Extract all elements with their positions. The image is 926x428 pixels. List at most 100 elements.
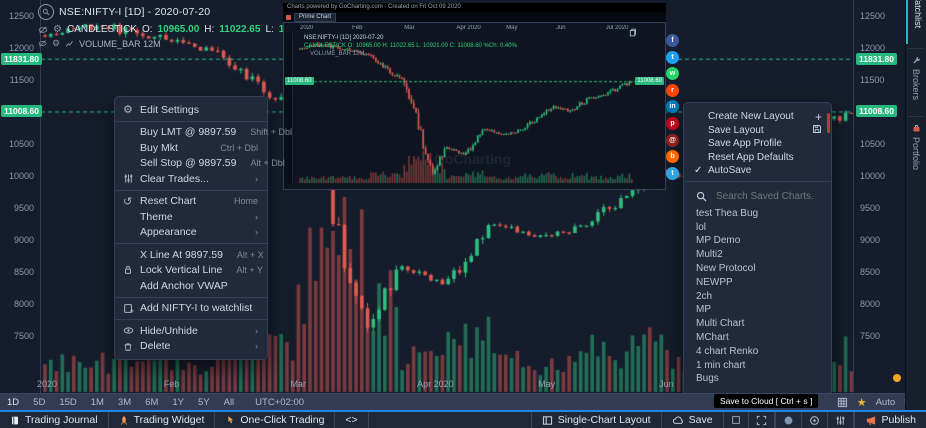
context-menu-item[interactable]: Buy LMT @ 9897.59 Shift + Dbl	[115, 125, 292, 141]
saved-chart-item[interactable]: MP Demo	[684, 234, 831, 248]
saved-chart-name: 4 chart Renko	[696, 345, 759, 357]
layout-menu-item[interactable]: Save App Profile	[684, 137, 831, 151]
layout-menu-item[interactable]: Reset App Defaults	[684, 151, 831, 165]
tab-brokers[interactable]: Brokers	[906, 56, 926, 114]
saved-chart-item[interactable]: New Protocol	[684, 262, 831, 276]
context-menu-item[interactable]: Add Anchor VWAP	[115, 278, 267, 294]
context-menu-item[interactable]: Delete ›	[115, 339, 267, 355]
saved-chart-name: MP	[696, 304, 711, 316]
publish-button[interactable]: Publish	[853, 412, 926, 428]
timeframe-button[interactable]: All	[223, 397, 235, 408]
auto-scale-toggle[interactable]: Auto	[875, 397, 896, 408]
saved-chart-item[interactable]: 2ch	[684, 289, 831, 303]
sliders-icon[interactable]	[828, 412, 854, 428]
saved-charts-search[interactable]	[684, 185, 831, 207]
timeframe-button[interactable]: 5D	[33, 397, 46, 408]
timeframe-button[interactable]: 1Y	[172, 397, 184, 408]
linkedin-share-icon[interactable]: in	[666, 100, 679, 114]
time-tick-label: May	[506, 25, 518, 31]
blogger-share-icon[interactable]: b	[666, 150, 679, 164]
one-click-trading-button[interactable]: One-Click Trading	[215, 412, 336, 428]
trading-widget-button[interactable]: Trading Widget	[109, 412, 216, 428]
context-menu-item[interactable]: ⚙ Edit Settings	[115, 102, 267, 118]
saved-chart-item[interactable]: Bugs	[684, 372, 831, 386]
saved-chart-item[interactable]: 4 chart Renko	[684, 344, 831, 358]
layout-menu-item[interactable]: Create New Layout +	[684, 110, 831, 124]
eye-off-icon[interactable]	[38, 39, 47, 48]
context-menu-item[interactable]: Add NIFTY-I to watchlist	[115, 301, 267, 317]
twitter-share-icon[interactable]: t	[666, 50, 679, 64]
tab-portfolio[interactable]: Portfolio	[906, 124, 926, 188]
facebook-share-icon[interactable]: f	[666, 34, 679, 47]
gear-icon[interactable]: ⚙	[53, 24, 62, 35]
timeframe-button[interactable]: 5Y	[197, 397, 210, 408]
timeframe-button[interactable]: 1D	[7, 397, 20, 408]
watermark: GoCharting	[434, 151, 511, 167]
timeframe-button[interactable]: 1M	[90, 397, 104, 408]
square-icon[interactable]	[724, 412, 749, 428]
scrollbar-thumb[interactable]	[827, 113, 830, 133]
whatsapp-share-icon[interactable]: w	[666, 67, 679, 81]
menu-divider	[115, 319, 267, 320]
context-menu-item[interactable]: Appearance ›	[115, 225, 267, 241]
reset-icon: ↺	[123, 195, 133, 208]
saved-chart-item[interactable]: 1 min chart	[684, 358, 831, 372]
grid-icon[interactable]	[837, 397, 848, 408]
search-input[interactable]	[714, 189, 830, 203]
timeframe-button[interactable]: 3M	[117, 397, 132, 408]
target-icon[interactable]	[802, 412, 828, 428]
time-tick-label: 2020	[37, 379, 58, 389]
saved-chart-item[interactable]: lol	[684, 220, 831, 234]
context-menu-item[interactable]: ↺ Reset Chart Home	[115, 194, 267, 210]
context-menu-item[interactable]: Lock Vertical Line Alt + Y	[115, 263, 267, 279]
price-axis-right[interactable]: 12500 12000 11500 10500 10000 9500 9000 8500 800…	[854, 0, 906, 393]
copy-icon[interactable]	[628, 28, 637, 37]
submenu-arrow-icon: ›	[255, 341, 258, 352]
saved-chart-item[interactable]: MChart	[684, 331, 831, 345]
context-menu-item[interactable]: Sell Stop @ 9897.59 Alt + Dbl	[115, 156, 285, 172]
tab-prime-chart[interactable]: Prime Chart	[294, 12, 337, 22]
trading-journal-button[interactable]: Trading Journal	[0, 412, 109, 428]
layout-menu-item[interactable]: Save Layout	[684, 124, 831, 138]
saved-chart-item[interactable]: MP	[684, 303, 831, 317]
magnifier-icon[interactable]	[38, 4, 54, 20]
email-share-icon[interactable]: @	[666, 133, 679, 147]
reddit-share-icon[interactable]: r	[666, 83, 679, 97]
context-menu-item[interactable]: Clear Trades... ›	[115, 171, 267, 187]
saved-chart-item[interactable]: test Thea Bug	[684, 207, 831, 221]
timeframe-button[interactable]: 6M	[145, 397, 159, 408]
saved-chart-item[interactable]: Multi Chart	[684, 317, 831, 331]
price-badge: 11831.80	[1, 52, 42, 65]
timeframe-button[interactable]: 15D	[59, 397, 77, 408]
single-chart-layout-button[interactable]: Single-Chart Layout	[530, 412, 662, 428]
context-menu-item[interactable]: Buy Mkt Ctrl + Dbl	[115, 140, 267, 156]
saved-chart-name: test Thea Bug	[696, 207, 759, 219]
bottom-toolbar-left: Trading Journal Trading Widget One-Click T…	[0, 412, 369, 428]
code-button[interactable]: <>	[335, 412, 369, 428]
favorite-star-icon[interactable]: ★	[856, 397, 867, 409]
snapshot-titlebar: Charts powered by GoCharting.com - Creat…	[283, 3, 666, 12]
expand-icon[interactable]	[749, 412, 775, 428]
tab-watchlist[interactable]: Watchlist	[906, 0, 926, 44]
context-menu-item[interactable]: X Line At 9897.59 Alt + X	[115, 247, 267, 263]
price-axis-left[interactable]: 12500 12000 11500 10500 10000 9500 9000 8500 800…	[0, 0, 40, 393]
context-menu-item[interactable]: Theme ›	[115, 209, 267, 225]
menu-shortcut: Ctrl + Dbl	[220, 142, 258, 153]
menu-item-label: Save Layout	[708, 124, 764, 136]
menu-item-label: Buy LMT @ 9897.59	[140, 126, 237, 139]
pinterest-share-icon[interactable]: p	[666, 116, 679, 130]
chat-icon[interactable]	[774, 412, 802, 428]
eye-off-icon[interactable]	[38, 25, 48, 35]
telegram-share-icon[interactable]: t	[666, 166, 679, 180]
timezone-label[interactable]: UTC+02:00	[255, 397, 305, 408]
saved-chart-item[interactable]: NEWPP	[684, 275, 831, 289]
save-button[interactable]: Save	[662, 412, 724, 428]
layout-icon	[542, 415, 553, 426]
saved-chart-name: MChart	[696, 332, 729, 344]
context-menu-item[interactable]: Hide/Unhide ›	[115, 323, 267, 339]
time-axis[interactable]: 2020 Feb Mar Apr 2020 May Jun	[0, 379, 906, 393]
layout-menu-item[interactable]: ✓ AutoSave	[684, 164, 831, 178]
gear-icon[interactable]: ⚙	[52, 38, 61, 48]
saved-chart-item[interactable]: Multi2	[684, 248, 831, 262]
saved-chart-name: New Protocol	[696, 263, 756, 275]
